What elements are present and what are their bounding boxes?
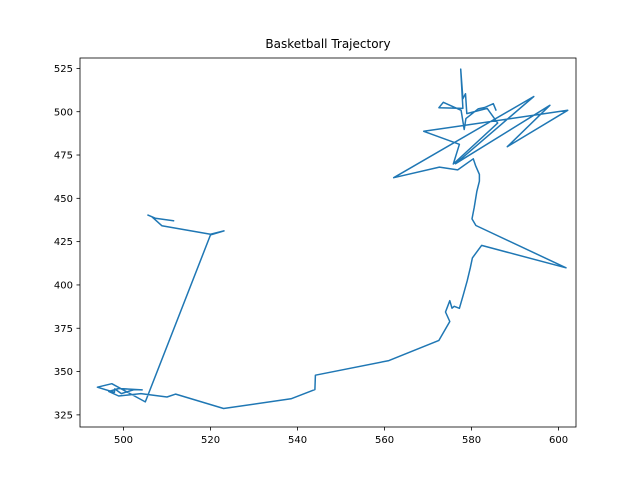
chart-title: Basketball Trajectory xyxy=(265,37,390,51)
y-tick-label: 425 xyxy=(54,237,73,248)
y-tick-label: 475 xyxy=(54,151,73,162)
x-tick-label: 500 xyxy=(114,435,133,446)
x-tick-label: 540 xyxy=(288,435,307,446)
plot-area: 500 520 540 560 580 600 325 350 375 400 425 450 475 5… xyxy=(54,57,577,446)
x-tick-label: 600 xyxy=(549,435,568,446)
plot-frame xyxy=(79,57,577,428)
y-tick-label: 325 xyxy=(54,410,73,421)
y-tick-label: 450 xyxy=(54,194,73,205)
y-tick-label: 400 xyxy=(54,281,73,292)
x-tick-label: 580 xyxy=(462,435,481,446)
y-tick-label: 525 xyxy=(54,64,73,75)
series-line-0 xyxy=(96,68,569,410)
y-tick-label: 375 xyxy=(54,324,73,335)
x-tick-label: 520 xyxy=(201,435,220,446)
y-tick-label: 350 xyxy=(54,367,73,378)
x-tick-label: 560 xyxy=(375,435,394,446)
y-tick-label: 500 xyxy=(54,107,73,118)
